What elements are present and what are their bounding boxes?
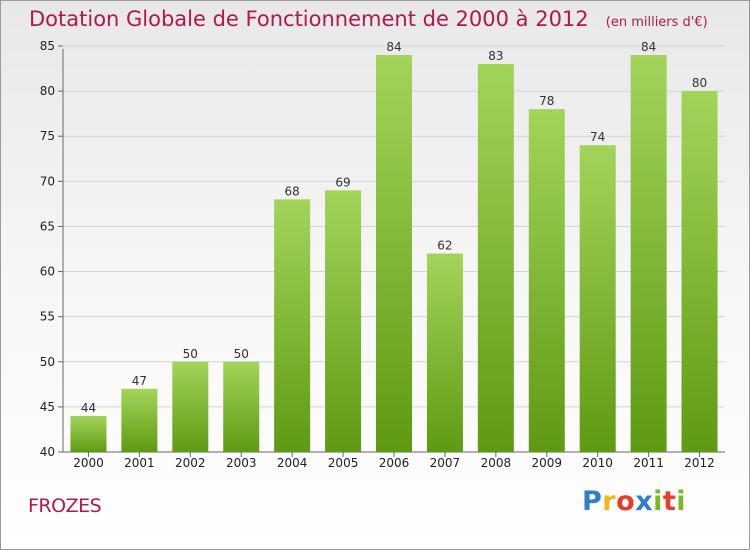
data-label: 50 [183,347,198,361]
x-tick-label: 2006 [379,456,410,470]
bar-2006 [376,55,412,453]
data-label: 84 [386,40,401,54]
bar-2011 [630,55,667,453]
y-tick-label: 80 [40,84,55,98]
bar-2010 [579,145,616,452]
x-tick-label: 2010 [582,456,613,470]
bar-2004 [274,199,311,452]
bar-2001 [121,388,158,452]
logo-letter: P [582,486,603,517]
chart-unit: (en milliers d'€) [605,15,708,30]
x-tick-label: 2012 [684,456,715,470]
y-tick-label: 50 [40,355,55,369]
logo-letter: o [616,486,636,517]
bar-2008 [477,64,514,453]
bar-2007 [426,253,463,452]
y-tick-label: 60 [40,265,55,279]
y-tick-label: 70 [40,174,55,188]
data-label: 44 [81,401,96,415]
x-tick-label: 2001 [124,456,155,470]
data-label: 62 [437,239,452,253]
logo-letter: i [653,486,663,517]
y-tick-label: 65 [40,219,55,233]
chart-title: Dotation Globale de Fonctionnement de 20… [29,7,589,31]
bar-2009 [528,109,565,453]
logo-letter: t [662,486,677,517]
bar-2000 [70,415,107,452]
data-label: 78 [539,94,554,108]
x-tick-label: 2009 [531,456,562,470]
logo-letter: x [635,486,654,517]
proxiti-logo: Proxiti [582,486,686,517]
x-tick-label: 2005 [328,456,359,470]
y-tick-label: 45 [40,400,55,414]
y-tick-label: 40 [40,445,55,459]
y-tick-label: 55 [40,310,55,324]
x-tick-label: 2008 [481,456,512,470]
x-tick-label: 2011 [633,456,664,470]
data-label: 84 [641,40,656,54]
y-tick-label: 75 [40,129,55,143]
title-row: Dotation Globale de Fonctionnement de 20… [29,7,708,31]
data-label: 50 [234,347,249,361]
logo-letter: i [676,486,687,517]
x-tick-label: 2002 [175,456,206,470]
bar-2005 [325,190,362,452]
data-label: 47 [132,374,147,388]
x-tick-label: 2007 [430,456,461,470]
x-tick-label: 2004 [277,456,308,470]
bars [70,55,718,453]
logo-letter: r [602,486,617,517]
data-label: 83 [488,49,503,63]
data-label: 80 [692,76,707,90]
data-label: 68 [285,184,300,198]
bar-2012 [681,91,718,452]
labels: 40 45 50 55 60 65 70 75 80 85 2000 44 2001 47 2002 50 20… [40,39,715,470]
data-label: 69 [335,175,350,189]
y-tick-label: 85 [40,39,55,53]
bar-2003 [223,361,260,452]
x-tick-label: 2003 [226,456,257,470]
data-label: 74 [590,130,605,144]
bar-2002 [172,361,209,452]
x-tick-label: 2000 [73,456,104,470]
commune-name: FROZES [28,495,102,517]
